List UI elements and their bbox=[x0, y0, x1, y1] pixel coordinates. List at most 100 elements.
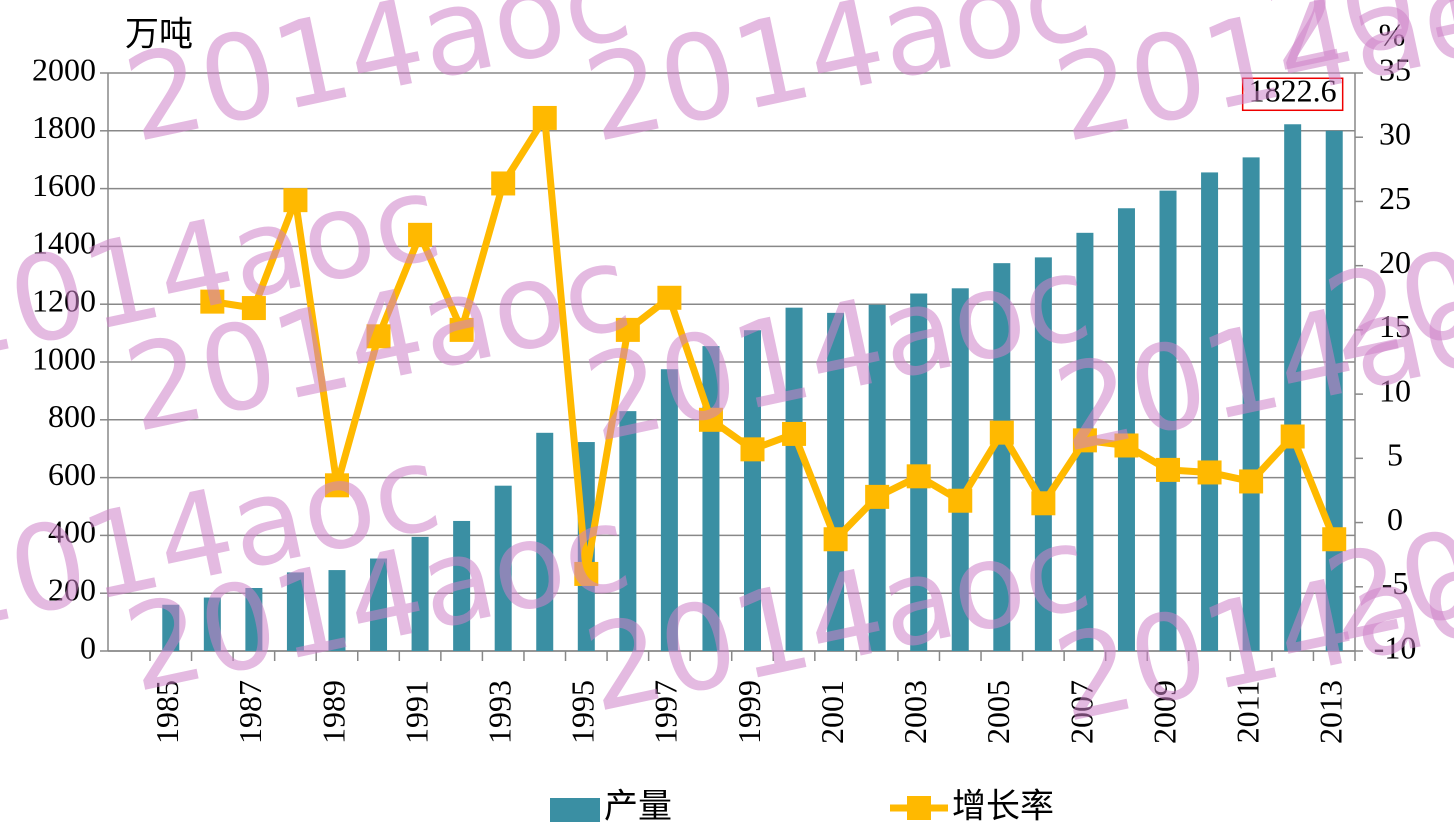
y2-tick-label: -5 bbox=[1382, 565, 1409, 601]
bar bbox=[1201, 172, 1219, 651]
bar bbox=[951, 288, 969, 651]
line-marker bbox=[491, 171, 516, 196]
line-marker bbox=[1114, 433, 1139, 458]
x-tick-label: 2007 bbox=[1063, 680, 1099, 744]
line-marker bbox=[823, 527, 848, 552]
data-label: 1822.6 bbox=[1241, 73, 1344, 112]
y2-tick-label: -10 bbox=[1374, 629, 1417, 665]
line-marker bbox=[1239, 469, 1264, 494]
bar bbox=[286, 572, 304, 651]
y2-tick-label: 35 bbox=[1379, 51, 1411, 87]
x-tick-label: 1995 bbox=[565, 680, 601, 744]
legend-label: 增长率 bbox=[952, 787, 1054, 826]
bar bbox=[370, 558, 388, 651]
bar bbox=[619, 411, 637, 651]
y-tick-label: 200 bbox=[48, 572, 96, 608]
line-marker bbox=[865, 484, 890, 509]
line-marker bbox=[200, 289, 225, 314]
line-marker bbox=[948, 488, 973, 513]
x-tick-label: 2013 bbox=[1313, 680, 1349, 744]
data-label-text: 1822.6 bbox=[1249, 73, 1337, 109]
line-marker bbox=[615, 317, 640, 342]
line-marker bbox=[283, 188, 308, 213]
x-tick-label: 2011 bbox=[1229, 681, 1265, 744]
x-tick-label: 2001 bbox=[814, 680, 850, 744]
data-label-box bbox=[1241, 77, 1344, 112]
bar bbox=[1117, 208, 1135, 651]
y-tick-label: 2000 bbox=[32, 51, 96, 87]
watermark: 2014aoc bbox=[574, 0, 1101, 169]
y-tick-label: 1400 bbox=[32, 225, 96, 261]
line bbox=[211, 114, 1338, 578]
legend-swatch bbox=[550, 798, 600, 822]
line-marker bbox=[532, 105, 557, 130]
line-marker bbox=[782, 421, 807, 446]
watermark: 2014aoc bbox=[114, 0, 641, 169]
bar bbox=[536, 432, 554, 651]
x-tick-label: 1999 bbox=[731, 680, 767, 744]
line-marker bbox=[1197, 460, 1222, 485]
y2-tick-label: 5 bbox=[1387, 437, 1403, 473]
y-tick-label: 1800 bbox=[32, 109, 96, 145]
line-marker bbox=[1280, 424, 1305, 449]
bar bbox=[785, 307, 803, 651]
y2-tick-label: 25 bbox=[1379, 180, 1411, 216]
y2-tick-label: 0 bbox=[1387, 501, 1403, 537]
x-tick-label: 1985 bbox=[149, 680, 185, 744]
legend-swatch bbox=[907, 796, 931, 820]
line-marker bbox=[1156, 457, 1181, 482]
x-tick-label: 1987 bbox=[232, 680, 268, 744]
line-marker bbox=[740, 437, 765, 462]
bar bbox=[203, 597, 221, 651]
bar bbox=[993, 263, 1011, 651]
bar bbox=[328, 570, 346, 651]
y-tick-label: 800 bbox=[48, 398, 96, 434]
line-marker bbox=[449, 317, 474, 342]
y-tick-label: 400 bbox=[48, 514, 96, 550]
line-marker bbox=[906, 464, 931, 489]
x-tick-label: 2009 bbox=[1146, 680, 1182, 744]
y2-axis-label: % bbox=[1379, 16, 1406, 52]
y2-tick-label: 10 bbox=[1379, 372, 1411, 408]
y-axis-label: 万吨 bbox=[125, 15, 193, 55]
line-marker bbox=[657, 285, 682, 310]
y-tick-label: 1000 bbox=[32, 340, 96, 376]
bar bbox=[494, 485, 512, 651]
legend-label: 产量 bbox=[604, 787, 672, 826]
y-tick-label: 1200 bbox=[32, 283, 96, 319]
line-marker bbox=[574, 561, 599, 586]
line-marker bbox=[1031, 491, 1056, 516]
bar bbox=[1284, 124, 1302, 651]
line-marker bbox=[241, 296, 266, 321]
bar bbox=[1159, 190, 1177, 652]
x-tick-label: 2005 bbox=[980, 680, 1016, 744]
line-marker bbox=[989, 420, 1014, 445]
bar bbox=[660, 369, 678, 651]
bar bbox=[868, 304, 886, 651]
y-tick-label: 1600 bbox=[32, 167, 96, 203]
bar bbox=[453, 520, 471, 651]
line-marker bbox=[366, 324, 391, 349]
x-tick-label: 2003 bbox=[897, 680, 933, 744]
line-marker bbox=[698, 407, 723, 432]
x-tick-label: 1991 bbox=[398, 680, 434, 744]
bar bbox=[827, 312, 845, 651]
bar bbox=[1034, 257, 1052, 651]
x-tick-label: 1993 bbox=[482, 680, 518, 744]
y2-tick-label: 20 bbox=[1379, 244, 1411, 280]
x-tick-label: 1989 bbox=[315, 680, 351, 744]
y2-tick-label: 30 bbox=[1379, 116, 1411, 152]
line-marker bbox=[408, 222, 433, 247]
legend: 产量 增长率 bbox=[550, 787, 1054, 826]
line-marker bbox=[324, 473, 349, 498]
y-tick-label: 0 bbox=[80, 629, 96, 665]
y2-tick-label: 15 bbox=[1379, 308, 1411, 344]
line-marker bbox=[1322, 527, 1347, 552]
line-marker bbox=[1072, 428, 1097, 453]
bar bbox=[1242, 157, 1260, 651]
bar bbox=[245, 587, 263, 651]
y-tick-label: 600 bbox=[48, 456, 96, 492]
bar bbox=[162, 604, 180, 651]
bar bbox=[411, 536, 429, 651]
